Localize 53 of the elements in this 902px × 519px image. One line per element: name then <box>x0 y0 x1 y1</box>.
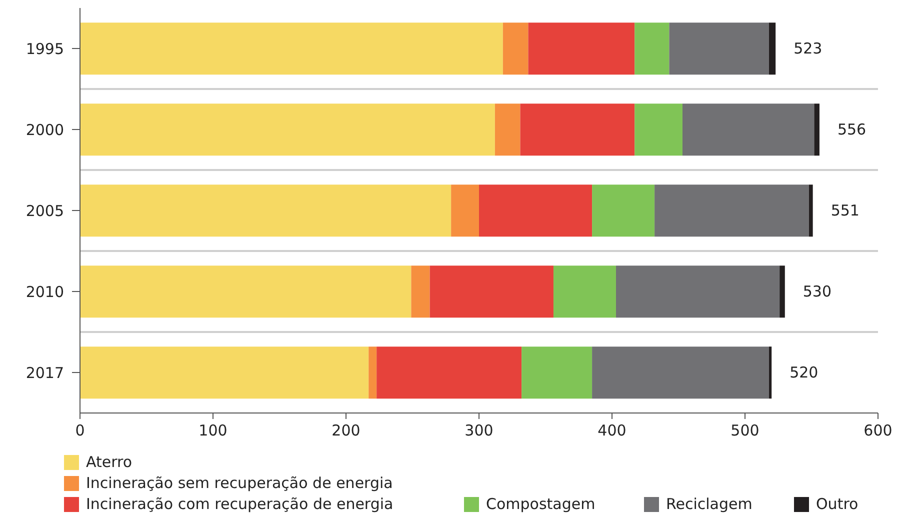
bar <box>80 22 503 75</box>
total-label: 556 <box>837 120 866 139</box>
legend-label: Compostagem <box>486 495 596 513</box>
total-label: 520 <box>790 364 818 382</box>
legend-label: Incineração sem recuperação de energia <box>86 474 393 492</box>
bar <box>654 184 809 237</box>
bar <box>592 184 655 237</box>
x-tick-label: 600 <box>864 422 892 440</box>
bar <box>814 104 820 156</box>
legend-label: Incineração com recuperação de energia <box>86 495 394 513</box>
bar <box>479 184 592 237</box>
bar <box>682 104 814 156</box>
x-tick-label: 100 <box>198 422 228 440</box>
bar <box>780 266 785 318</box>
bar <box>520 104 635 156</box>
bar <box>80 104 495 156</box>
bar <box>768 22 776 75</box>
bar <box>634 22 670 75</box>
bar <box>451 184 479 237</box>
bar <box>430 266 554 318</box>
bar <box>528 22 635 75</box>
total-label: 523 <box>794 40 822 58</box>
y-tick-label: 1995 <box>26 40 64 58</box>
legend-label: Aterro <box>86 453 132 471</box>
bar <box>808 184 813 237</box>
y-tick-label: 2017 <box>26 364 64 382</box>
total-label: 551 <box>830 202 860 220</box>
bar <box>522 346 592 399</box>
bar <box>553 266 616 318</box>
x-tick-label: 0 <box>75 422 85 440</box>
bar <box>376 346 522 399</box>
bar <box>80 184 452 237</box>
x-tick-label: 400 <box>598 422 626 440</box>
bar <box>634 104 682 156</box>
x-tick-label: 200 <box>332 422 360 440</box>
y-tick-label: 2005 <box>26 202 64 220</box>
bar <box>80 346 369 399</box>
bar <box>368 346 377 399</box>
y-tick-label: 2000 <box>26 120 64 139</box>
bar <box>494 104 520 156</box>
legend-label: Outro <box>816 495 858 513</box>
bar <box>768 346 772 399</box>
bar <box>502 22 528 75</box>
legend-label: Reciclagem <box>666 495 752 513</box>
bar <box>80 266 412 318</box>
x-tick-label: 300 <box>464 422 494 440</box>
x-tick-label: 500 <box>730 422 760 440</box>
bar <box>411 266 430 318</box>
y-tick-label: 2010 <box>26 282 64 301</box>
bar <box>592 346 769 399</box>
bar <box>669 22 769 75</box>
total-label: 530 <box>802 282 832 301</box>
bar <box>616 266 780 318</box>
